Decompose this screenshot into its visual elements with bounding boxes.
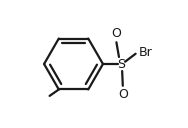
- Text: S: S: [118, 57, 126, 71]
- Text: O: O: [118, 88, 128, 101]
- Text: Br: Br: [139, 46, 152, 59]
- Text: O: O: [111, 27, 121, 40]
